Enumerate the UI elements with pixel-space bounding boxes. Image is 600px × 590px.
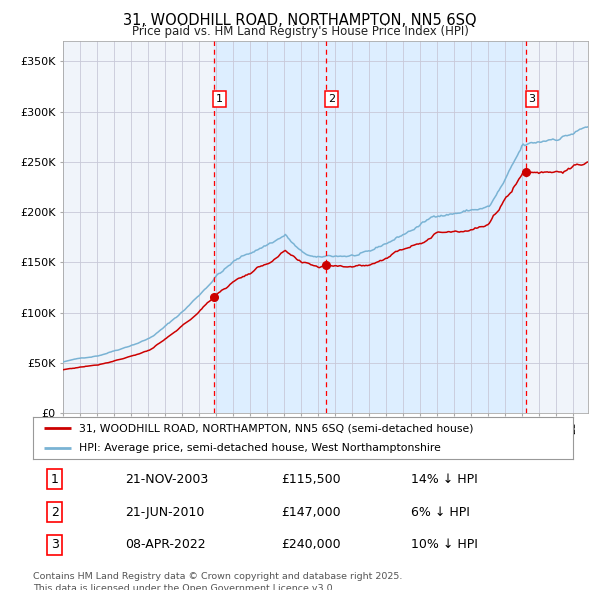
Text: 31, WOODHILL ROAD, NORTHAMPTON, NN5 6SQ (semi-detached house): 31, WOODHILL ROAD, NORTHAMPTON, NN5 6SQ … [79, 423, 473, 433]
Text: HPI: Average price, semi-detached house, West Northamptonshire: HPI: Average price, semi-detached house,… [79, 442, 441, 453]
Text: £115,500: £115,500 [281, 473, 341, 486]
Text: 10% ↓ HPI: 10% ↓ HPI [411, 538, 478, 551]
Text: 1: 1 [50, 473, 59, 486]
Text: £240,000: £240,000 [281, 538, 341, 551]
Text: Price paid vs. HM Land Registry's House Price Index (HPI): Price paid vs. HM Land Registry's House … [131, 25, 469, 38]
Text: 2: 2 [50, 506, 59, 519]
Text: 21-JUN-2010: 21-JUN-2010 [125, 506, 204, 519]
Text: 14% ↓ HPI: 14% ↓ HPI [411, 473, 478, 486]
Text: 3: 3 [50, 538, 59, 551]
Text: 08-APR-2022: 08-APR-2022 [125, 538, 205, 551]
Text: 6% ↓ HPI: 6% ↓ HPI [411, 506, 470, 519]
Text: 31, WOODHILL ROAD, NORTHAMPTON, NN5 6SQ: 31, WOODHILL ROAD, NORTHAMPTON, NN5 6SQ [123, 13, 477, 28]
Text: £147,000: £147,000 [281, 506, 341, 519]
Text: 21-NOV-2003: 21-NOV-2003 [125, 473, 208, 486]
Text: 3: 3 [529, 94, 535, 104]
Text: 1: 1 [216, 94, 223, 104]
Text: Contains HM Land Registry data © Crown copyright and database right 2025.
This d: Contains HM Land Registry data © Crown c… [33, 572, 403, 590]
Text: 2: 2 [328, 94, 335, 104]
Bar [214, 41, 526, 413]
